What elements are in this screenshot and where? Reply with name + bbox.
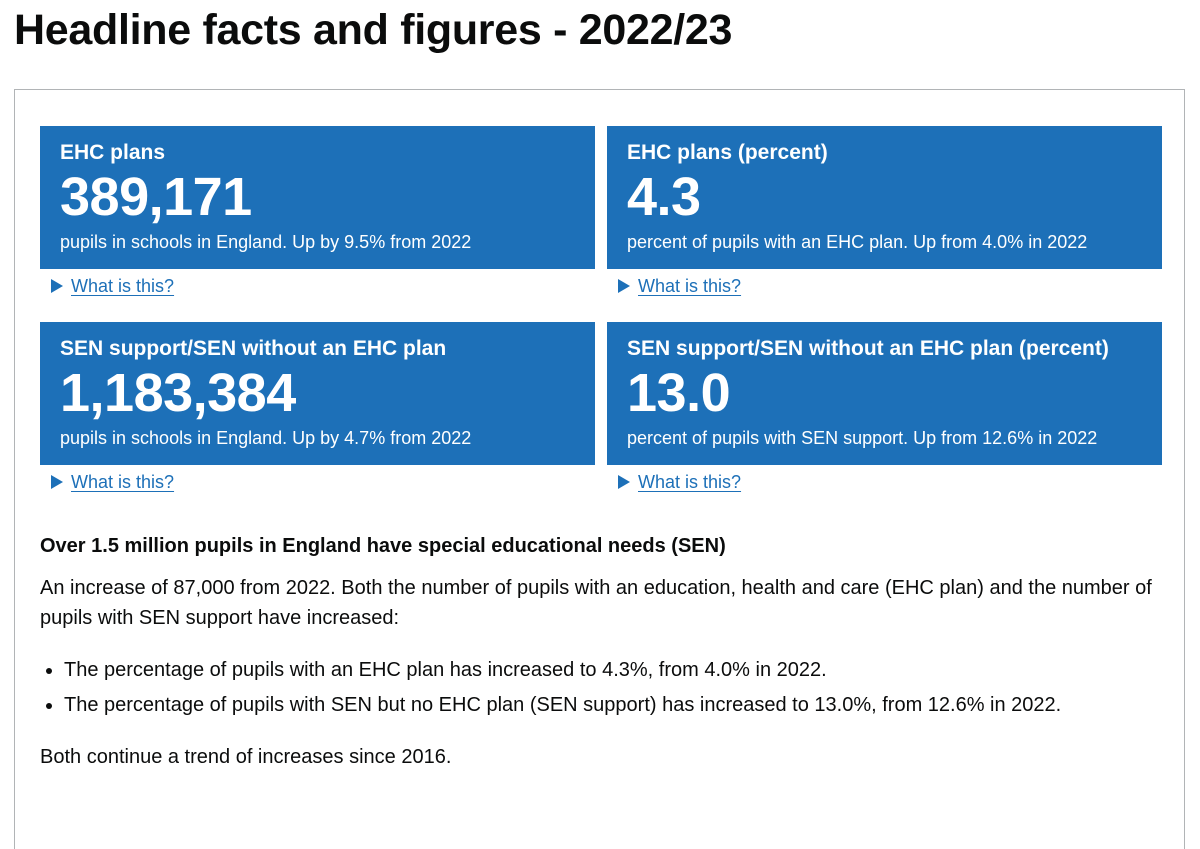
- what-is-this-link[interactable]: What is this?: [71, 472, 175, 492]
- headline-panel: EHC plans 389,171 pupils in schools in E…: [14, 89, 1185, 849]
- details-toggle[interactable]: What is this?: [40, 274, 595, 298]
- what-is-this-link[interactable]: What is this?: [638, 472, 742, 492]
- page-title: Headline facts and figures - 2022/23: [14, 6, 733, 54]
- details-toggle[interactable]: What is this?: [607, 470, 1162, 494]
- triangle-right-icon: [618, 279, 630, 293]
- details-toggle[interactable]: What is this?: [607, 274, 1162, 298]
- tile-title: SEN support/SEN without an EHC plan: [60, 337, 447, 360]
- summary-heading: Over 1.5 million pupils in England have …: [40, 535, 726, 557]
- summary-bullet-list: The percentage of pupils with an EHC pla…: [40, 655, 1160, 720]
- tile-title: EHC plans: [60, 141, 166, 164]
- tile-sen-support-percent: SEN support/SEN without an EHC plan (per…: [607, 322, 1162, 518]
- summary-closing: Both continue a trend of increases since…: [40, 746, 452, 768]
- tile-ehc-plans-percent: EHC plans (percent) 4.3 percent of pupil…: [607, 126, 1162, 322]
- headline-tile: SEN support/SEN without an EHC plan (per…: [607, 322, 1162, 465]
- tile-title: SEN support/SEN without an EHC plan (per…: [627, 337, 1109, 360]
- summary-section: Over 1.5 million pupils in England have …: [40, 532, 1160, 772]
- triangle-right-icon: [51, 475, 63, 489]
- tile-ehc-plans: EHC plans 389,171 pupils in schools in E…: [40, 126, 595, 322]
- headline-tile: SEN support/SEN without an EHC plan 1,18…: [40, 322, 595, 465]
- triangle-right-icon: [618, 475, 630, 489]
- tile-title: EHC plans (percent): [627, 141, 828, 164]
- tile-description: pupils in schools in England. Up by 9.5%…: [60, 232, 472, 252]
- tile-description: percent of pupils with SEN support. Up f…: [627, 428, 1098, 448]
- tile-description: percent of pupils with an EHC plan. Up f…: [627, 232, 1088, 252]
- summary-intro: An increase of 87,000 from 2022. Both th…: [40, 577, 1152, 629]
- headline-tiles: EHC plans 389,171 pupils in schools in E…: [40, 126, 1162, 518]
- tile-value: 1,183,384: [60, 363, 296, 423]
- tile-value: 13.0: [627, 363, 731, 423]
- details-toggle[interactable]: What is this?: [40, 470, 595, 494]
- triangle-right-icon: [51, 279, 63, 293]
- what-is-this-link[interactable]: What is this?: [71, 276, 175, 296]
- headline-tile: EHC plans (percent) 4.3 percent of pupil…: [607, 126, 1162, 269]
- list-item: The percentage of pupils with an EHC pla…: [64, 655, 1160, 685]
- list-item: The percentage of pupils with SEN but no…: [64, 690, 1160, 720]
- headline-tile: EHC plans 389,171 pupils in schools in E…: [40, 126, 595, 269]
- tile-description: pupils in schools in England. Up by 4.7%…: [60, 428, 472, 448]
- tile-sen-support: SEN support/SEN without an EHC plan 1,18…: [40, 322, 595, 518]
- tile-value: 389,171: [60, 167, 252, 227]
- tile-value: 4.3: [627, 167, 701, 227]
- what-is-this-link[interactable]: What is this?: [638, 276, 742, 296]
